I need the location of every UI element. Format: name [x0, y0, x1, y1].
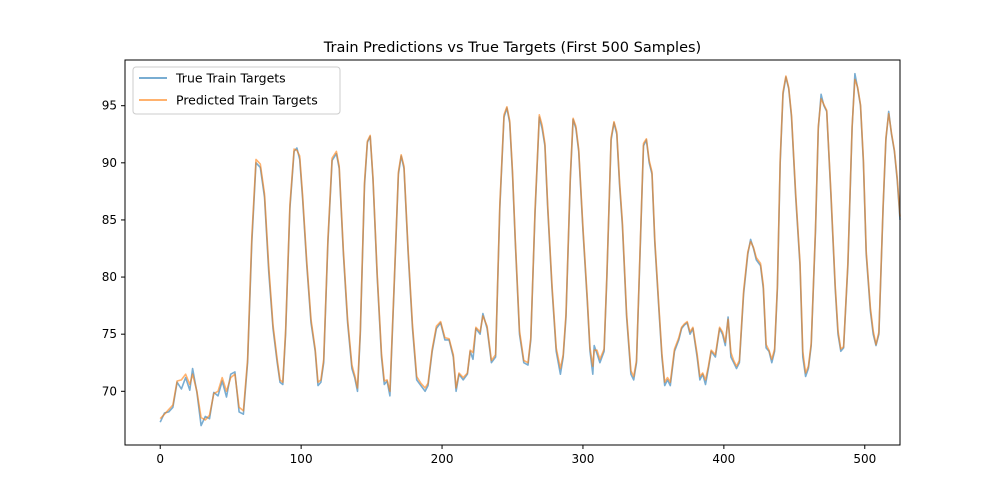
y-tick-label: 75 [102, 327, 117, 341]
plot-area [124, 59, 901, 446]
x-tick-label: 300 [572, 452, 595, 466]
x-tick-label: 100 [290, 452, 313, 466]
y-tick-label: 85 [102, 213, 117, 227]
x-axis: 0 100 200 300 400 500 [156, 445, 876, 466]
x-tick-label: 400 [712, 452, 735, 466]
y-axis: 70 75 80 85 90 95 [102, 99, 125, 398]
series-line-predicted-train-targets [159, 75, 901, 421]
x-tick-label: 500 [853, 452, 876, 466]
legend: True Train Targets Predicted Train Targe… [132, 66, 341, 115]
x-tick-label: 0 [156, 452, 164, 466]
chart-title: Train Predictions vs True Targets (First… [323, 40, 701, 56]
legend-label-true: True Train Targets [175, 71, 286, 86]
y-tick-label: 90 [102, 156, 117, 170]
legend-label-predicted: Predicted Train Targets [176, 93, 318, 108]
y-tick-label: 95 [102, 99, 117, 113]
x-tick-label: 200 [431, 452, 454, 466]
plot-frame [124, 59, 901, 446]
y-tick-label: 70 [102, 384, 117, 398]
legend-box [132, 66, 341, 115]
series-line-true-train-targets [159, 72, 901, 427]
y-tick-label: 80 [102, 270, 117, 284]
